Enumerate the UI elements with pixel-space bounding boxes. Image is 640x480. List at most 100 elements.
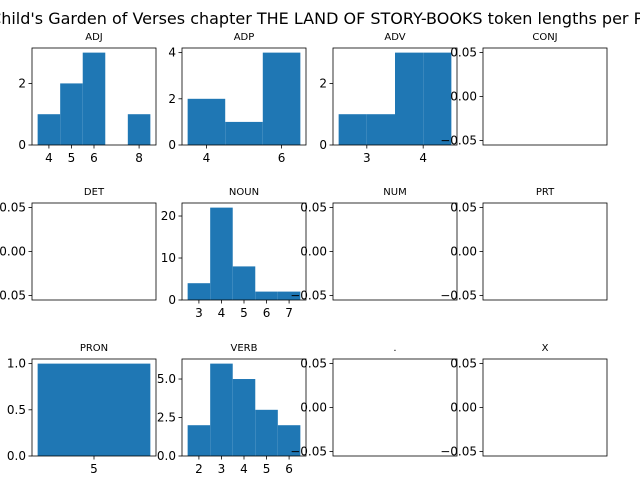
x-tick-label: 3 [195, 306, 203, 320]
panel-adv: ADV 3 4 0 2 [319, 32, 458, 165]
x-tick-label: 4 [419, 151, 427, 165]
panel-title: NOUN [229, 187, 259, 198]
figure-suptitle: A Child's Garden of Verses chapter THE L… [0, 9, 640, 28]
panel-title: . [393, 343, 396, 354]
y-tick-label: 0.05 [450, 200, 477, 214]
y-tick-label: 20 [161, 209, 176, 223]
y-tick-label: −0.05 [440, 445, 477, 459]
panel-title: ADP [234, 32, 255, 43]
bar-adj-1 [60, 83, 83, 145]
panel-num: NUM 0.05 0.00 −0.05 [290, 187, 458, 303]
y-tick-label: 2 [168, 92, 176, 106]
y-tick-label: 0 [319, 138, 327, 152]
y-tick-label: 10 [161, 251, 176, 265]
panel-title: PRT [536, 187, 555, 198]
y-tick-label: 0.00 [450, 245, 477, 259]
bar-noun-4 [277, 291, 301, 300]
bar-pron-0 [37, 363, 151, 456]
panel-noun: NOUN 3 4 5 6 7 0 10 20 [161, 187, 307, 320]
y-tick-label: 0.00 [300, 245, 327, 259]
x-tick-label: 3 [363, 151, 371, 165]
y-tick-label: 0.00 [0, 245, 26, 259]
y-tick-label: 0.0 [157, 449, 176, 463]
y-tick-label: −0.05 [290, 445, 327, 459]
y-tick-label: 0.5 [7, 403, 26, 417]
axes-frame [181, 47, 307, 146]
y-tick-label: 0.0 [7, 449, 26, 463]
y-tick-label: 1.0 [7, 357, 26, 371]
panel-title: ADJ [85, 32, 103, 43]
bar-verb-2 [232, 379, 256, 456]
axes-frame [482, 47, 608, 146]
axes-frame [332, 202, 458, 301]
y-tick-label: 0.00 [450, 401, 477, 415]
y-tick-label: 0.00 [450, 90, 477, 104]
y-tick-label: 5.0 [157, 372, 176, 386]
panel-det: DET 0.05 0.00 −0.05 [0, 187, 157, 303]
panel-adp: ADP 4 6 0 2 4 [168, 32, 307, 165]
y-tick-label: 0.00 [300, 401, 327, 415]
y-tick-label: 0.05 [0, 200, 26, 214]
bar-adv-1 [366, 114, 395, 145]
bar-adp-1 [225, 121, 263, 145]
y-tick-label: 0 [168, 293, 176, 307]
bar-noun-2 [232, 266, 256, 300]
bar-verb-0 [187, 425, 211, 456]
bar-adj-2 [82, 52, 106, 145]
bar-noun-1 [210, 207, 233, 300]
x-tick-label: 5 [68, 151, 76, 165]
x-tick-label: 5 [90, 462, 98, 476]
panel-title: DET [84, 187, 105, 198]
axes-frame [31, 202, 157, 301]
x-tick-label: 4 [203, 151, 211, 165]
axes-frame [482, 358, 608, 457]
axes-frame [332, 358, 458, 457]
x-tick-label: 4 [240, 462, 248, 476]
bar-noun-0 [187, 283, 211, 300]
x-tick-label: 3 [218, 462, 226, 476]
axes-frame [482, 202, 608, 301]
bar-verb-4 [277, 425, 301, 456]
y-tick-label: 0.05 [300, 356, 327, 370]
panel-title: VERB [231, 343, 258, 354]
panel-pron: PRON 5 0.0 0.5 1.0 [7, 343, 157, 476]
x-tick-label: 8 [135, 151, 143, 165]
x-tick-label: 6 [90, 151, 98, 165]
bar-adj-4 [127, 114, 151, 145]
x-tick-label: 4 [45, 151, 53, 165]
y-tick-label: −0.05 [440, 289, 477, 303]
panel-prt: PRT 0.05 0.00 −0.05 [440, 187, 608, 303]
x-tick-label: 7 [285, 306, 293, 320]
x-tick-label: 6 [263, 306, 271, 320]
x-tick-label: 6 [285, 462, 293, 476]
bar-adv-0 [338, 114, 367, 145]
axes-frame [332, 47, 458, 146]
bar-adv-2 [395, 52, 424, 145]
panel-title: ADV [384, 32, 405, 43]
bar-noun-3 [255, 291, 278, 300]
x-tick-label: 2 [195, 462, 203, 476]
y-tick-label: −0.05 [0, 289, 26, 303]
bar-adv-3 [423, 52, 452, 145]
y-tick-label: 2 [18, 76, 26, 90]
bar-adj-0 [37, 114, 61, 145]
panel-title: CONJ [532, 32, 557, 43]
y-tick-label: 0 [18, 138, 26, 152]
y-tick-label: −0.05 [290, 289, 327, 303]
y-tick-label: 0 [168, 138, 176, 152]
x-tick-label: 5 [240, 306, 248, 320]
panel-conj: CONJ 0.05 0.00 −0.05 [440, 32, 608, 148]
panel-title: PRON [80, 343, 108, 354]
x-tick-label: 6 [278, 151, 286, 165]
panel-adj: ADJ 4 5 6 8 0 2 [18, 32, 157, 165]
panel-verb: VERB 2 3 4 5 6 0.0 2.5 5.0 [157, 343, 307, 476]
panel-title: NUM [383, 187, 406, 198]
panel-punct: . 0.05 0.00 −0.05 [290, 343, 458, 459]
y-tick-label: 4 [168, 46, 176, 60]
y-tick-label: 2.5 [157, 411, 176, 425]
y-tick-label: −0.05 [440, 134, 477, 148]
x-tick-label: 4 [218, 306, 226, 320]
bar-verb-1 [210, 363, 233, 456]
